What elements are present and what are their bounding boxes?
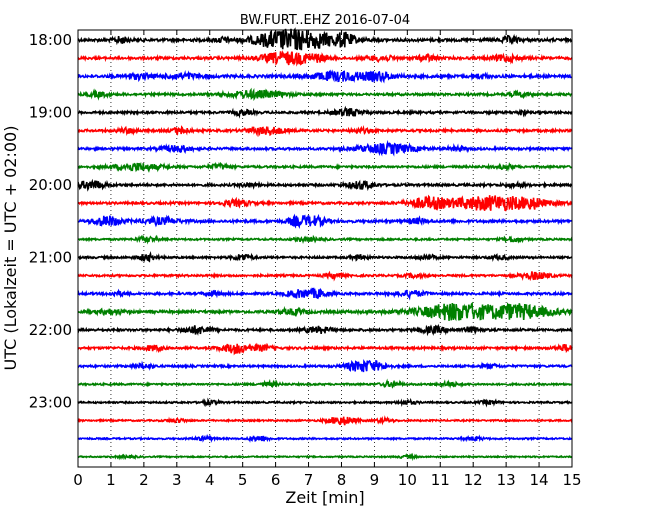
trace-23:45 xyxy=(77,452,573,462)
trace-19:00 xyxy=(77,105,573,119)
trace-20:30 xyxy=(77,213,573,230)
x-tick-label: 9 xyxy=(370,471,380,489)
y-axis-label: UTC (Lokalzeit = UTC + 02:00) xyxy=(1,126,20,371)
y-tick-label: 19:00 xyxy=(29,103,72,121)
trace-22:30 xyxy=(77,358,573,373)
x-tick-label: 12 xyxy=(464,471,483,489)
y-axis-ticks: 18:00 19:00 20:00 21:00 22:00 23:00 xyxy=(29,31,572,411)
trace-18:15 xyxy=(77,49,573,67)
trace-21:30 xyxy=(77,287,573,301)
trace-19:15 xyxy=(77,124,573,138)
trace-18:30 xyxy=(77,69,573,84)
trace-23:00 xyxy=(77,397,573,408)
trace-19:45 xyxy=(77,161,573,173)
x-tick-label: 5 xyxy=(238,471,248,489)
trace-21:15 xyxy=(77,270,573,282)
trace-22:00 xyxy=(77,323,573,337)
trace-21:45 xyxy=(77,301,573,322)
trace-20:15 xyxy=(77,194,573,212)
x-axis-label: Zeit [min] xyxy=(285,488,364,507)
x-tick-label: 11 xyxy=(431,471,450,489)
trace-19:30 xyxy=(77,139,573,157)
trace-22:45 xyxy=(77,378,573,389)
x-tick-label: 14 xyxy=(530,471,549,489)
trace-21:00 xyxy=(77,250,573,263)
x-tick-label: 15 xyxy=(562,471,581,489)
plot-frame xyxy=(77,29,573,468)
seismogram-traces xyxy=(77,27,573,462)
x-tick-label: 7 xyxy=(304,471,314,489)
trace-22:15 xyxy=(77,342,573,356)
y-tick-label: 23:00 xyxy=(29,393,72,411)
trace-18:00 xyxy=(77,27,573,51)
y-tick-label: 22:00 xyxy=(29,321,72,339)
vertical-grid xyxy=(110,30,540,467)
x-tick-label: 1 xyxy=(106,471,116,489)
trace-20:45 xyxy=(77,234,573,245)
trace-23:15 xyxy=(77,415,573,426)
trace-20:00 xyxy=(77,178,573,192)
x-tick-label: 4 xyxy=(205,471,215,489)
y-tick-label: 21:00 xyxy=(29,248,72,266)
trace-23:30 xyxy=(77,433,573,443)
x-tick-label: 10 xyxy=(398,471,417,489)
x-tick-label: 3 xyxy=(172,471,182,489)
trace-18:45 xyxy=(77,87,573,102)
y-tick-label: 20:00 xyxy=(29,176,72,194)
y-tick-label: 18:00 xyxy=(29,31,72,49)
x-tick-label: 2 xyxy=(139,471,149,489)
x-tick-label: 6 xyxy=(271,471,281,489)
chart-title: BW.FURT..EHZ 2016-07-04 xyxy=(240,13,410,28)
x-tick-label: 8 xyxy=(337,471,347,489)
x-tick-label: 13 xyxy=(497,471,516,489)
x-axis-ticks: 0 1 2 3 4 5 6 7 8 9 10 11 12 13 14 15 xyxy=(73,30,582,489)
x-tick-label: 0 xyxy=(73,471,83,489)
